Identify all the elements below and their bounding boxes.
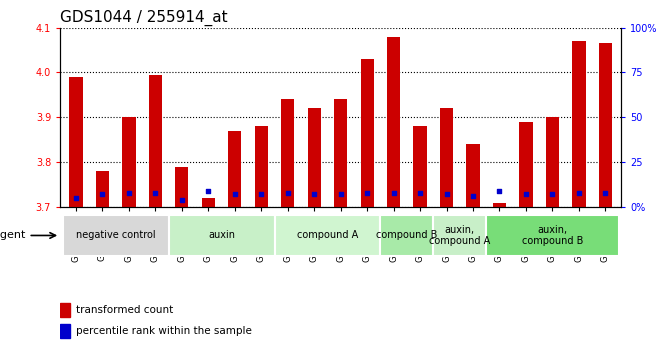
Bar [275, 215, 380, 256]
Point [520, 192, 531, 197]
Point [362, 190, 373, 195]
Bar [493, 203, 506, 207]
Point [150, 190, 161, 195]
Bar [361, 59, 374, 207]
Point [309, 192, 319, 197]
Bar [96, 171, 109, 207]
Bar [466, 144, 480, 207]
Point [388, 190, 399, 195]
Text: auxin,
compound A: auxin, compound A [429, 225, 490, 246]
Point [441, 192, 452, 197]
Bar [546, 117, 559, 207]
Bar [60, 324, 70, 338]
Text: percentile rank within the sample: percentile rank within the sample [76, 326, 252, 336]
Point [600, 190, 611, 195]
Bar [599, 43, 612, 207]
Bar [228, 131, 241, 207]
Text: GDS1044 / 255914_at: GDS1044 / 255914_at [60, 10, 228, 26]
Text: negative control: negative control [76, 230, 156, 240]
Point [230, 192, 240, 197]
Point [283, 190, 293, 195]
Bar [69, 77, 83, 207]
Point [124, 190, 134, 195]
Point [468, 194, 478, 199]
Point [203, 188, 214, 194]
Bar [307, 108, 321, 207]
Bar [434, 215, 486, 256]
Bar [387, 37, 400, 207]
Bar [519, 122, 532, 207]
Bar [380, 215, 434, 256]
Point [415, 190, 426, 195]
Point [335, 192, 346, 197]
Point [494, 188, 505, 194]
Bar [149, 75, 162, 207]
Bar [202, 198, 215, 207]
Bar [175, 167, 188, 207]
Bar [413, 126, 427, 207]
Point [176, 197, 187, 203]
Text: auxin: auxin [208, 230, 235, 240]
Text: compound B: compound B [376, 230, 438, 240]
Point [71, 195, 81, 201]
Point [574, 190, 584, 195]
Text: compound A: compound A [297, 230, 358, 240]
Bar [572, 41, 586, 207]
Point [97, 192, 108, 197]
Text: agent: agent [0, 230, 26, 240]
Point [256, 192, 267, 197]
Bar [63, 215, 168, 256]
Bar [281, 99, 295, 207]
Bar [486, 215, 619, 256]
Bar [334, 99, 347, 207]
Bar [122, 117, 136, 207]
Bar [255, 126, 268, 207]
Bar [440, 108, 453, 207]
Text: transformed count: transformed count [76, 305, 173, 315]
Point [547, 192, 558, 197]
Text: auxin,
compound B: auxin, compound B [522, 225, 583, 246]
Bar [168, 215, 275, 256]
Bar [60, 303, 70, 317]
